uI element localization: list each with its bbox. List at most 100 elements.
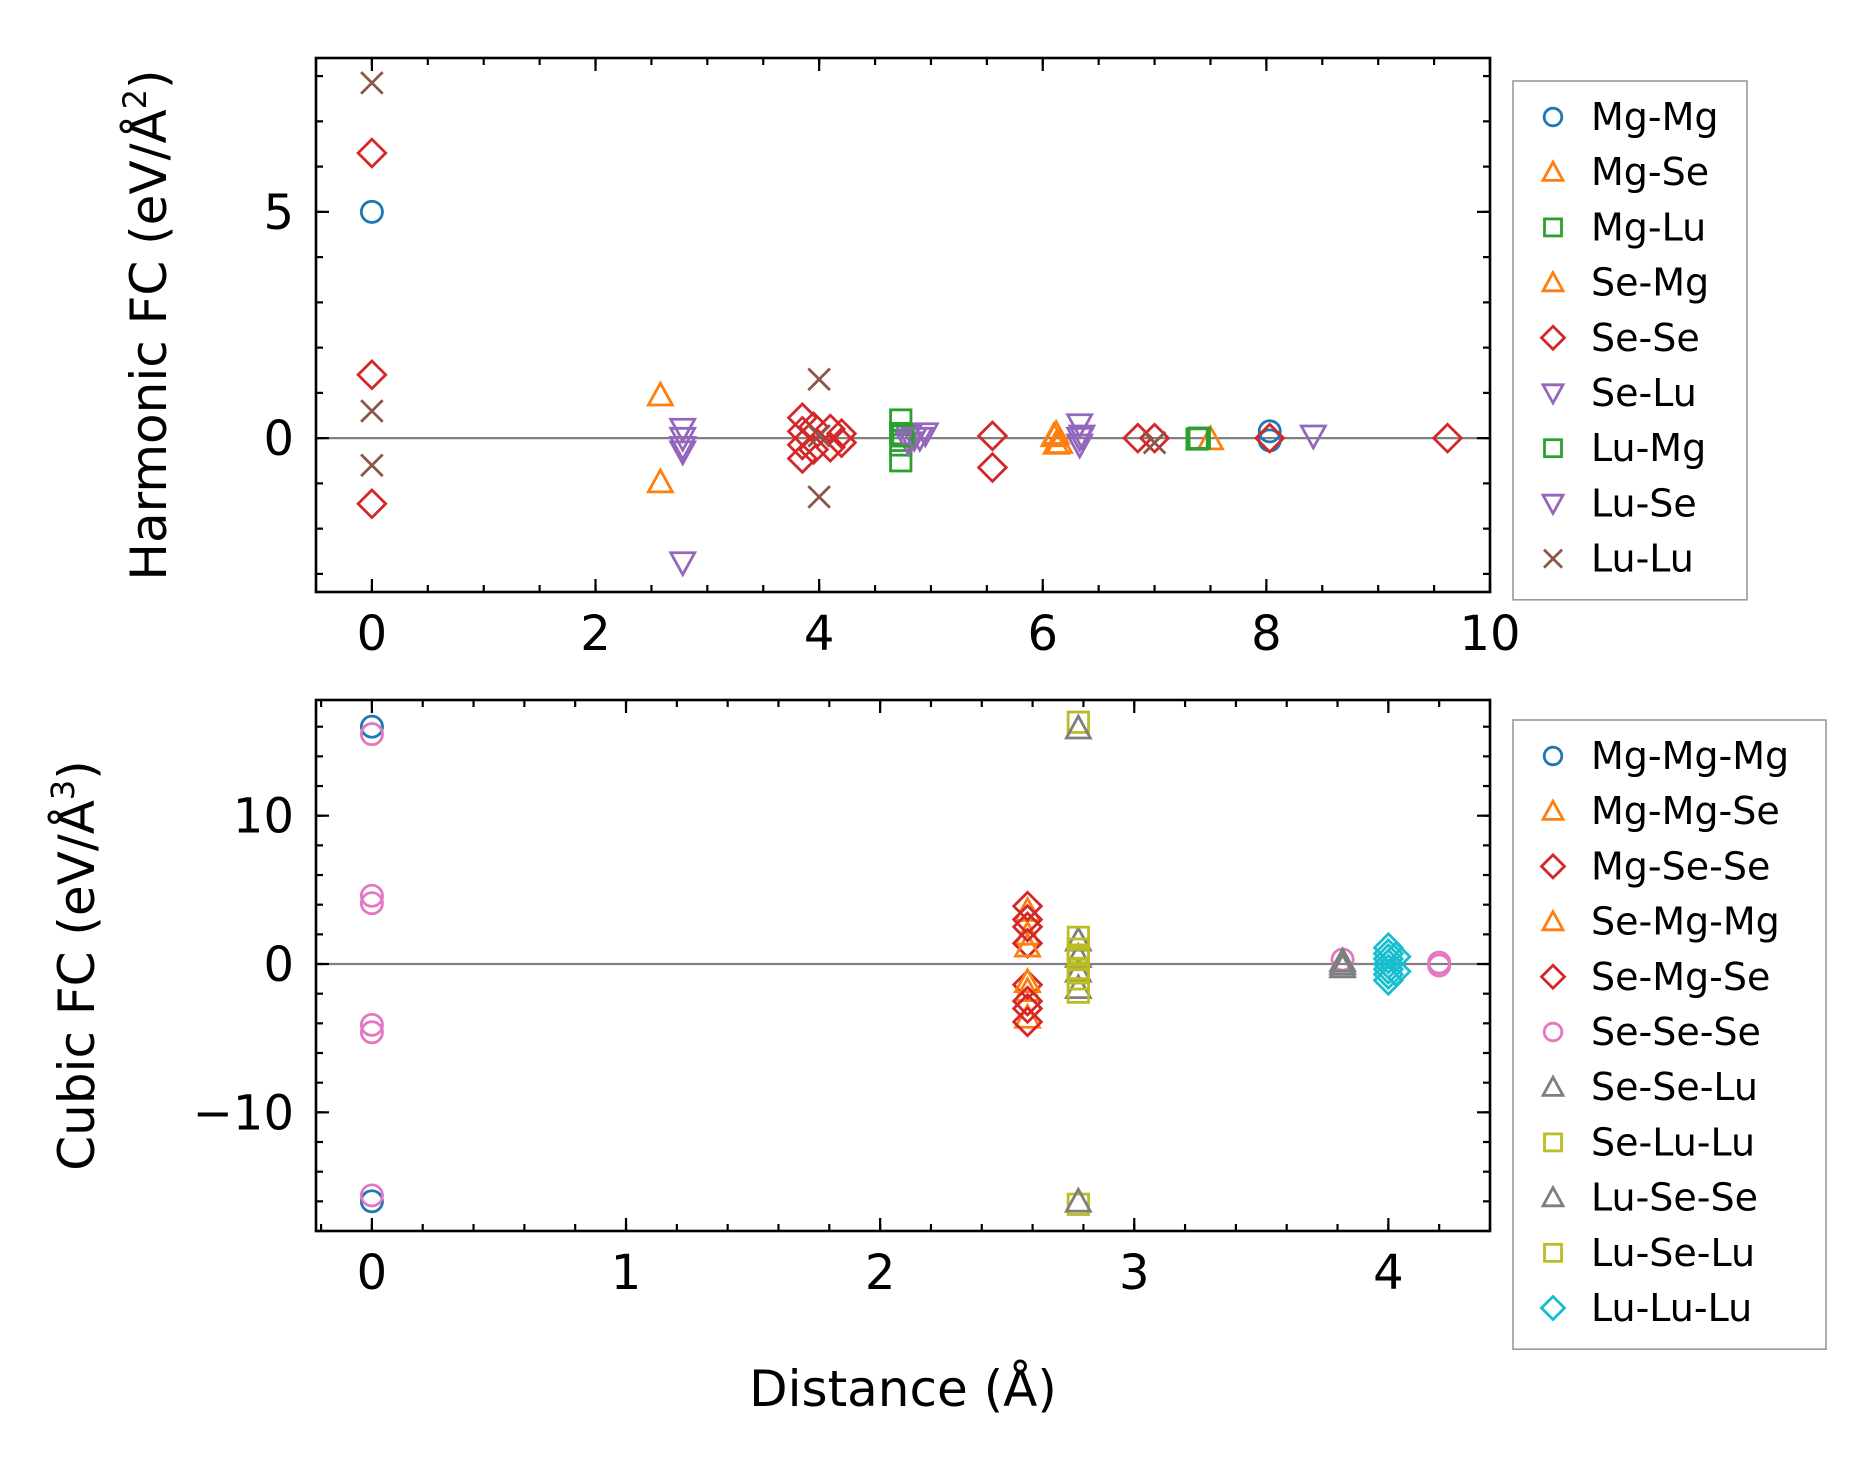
data-point — [1187, 426, 1211, 450]
y-axis-label-close: ) — [48, 760, 106, 780]
data-point — [360, 71, 384, 95]
x-axis-label: Distance (Å) — [749, 1360, 1057, 1418]
data-point — [1431, 422, 1464, 454]
legend-marker — [1540, 269, 1566, 293]
data-point — [807, 485, 831, 509]
legend-label: Lu-Se — [1591, 481, 1697, 525]
plot-frame — [314, 698, 1492, 1233]
data-point — [1013, 931, 1042, 958]
data-point — [1011, 969, 1044, 1001]
data-point — [1067, 424, 1097, 451]
legend-marker — [1542, 745, 1564, 767]
y-tick-label: 0 — [263, 411, 294, 467]
legend-marker — [1539, 963, 1567, 991]
legend-label: Lu-Se-Lu — [1591, 1231, 1755, 1275]
data-point — [910, 422, 940, 449]
legend-label: Lu-Lu-Lu — [1591, 1286, 1752, 1330]
legend-label: Se-Lu-Lu — [1591, 1120, 1755, 1164]
legend-box — [1512, 719, 1827, 1351]
legend-label: Se-Se — [1591, 316, 1700, 360]
series-lu-se-lu — [1066, 943, 1090, 985]
data-point — [825, 417, 858, 450]
data-point — [1427, 953, 1452, 978]
data-point — [1066, 925, 1090, 949]
legend-marker — [1540, 1074, 1566, 1097]
legend-marker — [1539, 852, 1567, 880]
y-axis-label-main: Cubic FC (eV/Å — [48, 800, 106, 1171]
x-tick-label: 2 — [865, 1245, 896, 1301]
data-point — [976, 451, 1009, 484]
legend-marker — [1543, 1242, 1563, 1263]
data-point — [359, 199, 384, 224]
data-point — [814, 413, 847, 445]
legend-marker — [1543, 1132, 1563, 1153]
series-mg-mg-mg — [359, 714, 384, 1214]
legend-label: Se-Se-Lu — [1591, 1065, 1758, 1109]
legend-label: Mg-Mg-Mg — [1591, 734, 1789, 778]
data-point — [1065, 433, 1095, 460]
series-se-mg-mg — [1013, 931, 1042, 994]
legend-marker — [1540, 798, 1566, 821]
data-point — [1257, 419, 1282, 444]
data-point — [359, 1020, 384, 1045]
data-points — [356, 71, 1464, 578]
legend-marker — [1540, 159, 1566, 182]
legend-marker — [1540, 908, 1566, 932]
legend-marker — [1540, 1184, 1566, 1208]
legend-marker — [1539, 1294, 1567, 1322]
x-tick-label: 6 — [1027, 606, 1058, 662]
legend-marker — [1543, 548, 1563, 569]
data-point — [1039, 420, 1069, 448]
data-point — [1066, 980, 1090, 1004]
data-point — [1063, 1186, 1093, 1213]
data-point — [1066, 1192, 1090, 1216]
data-point — [359, 722, 384, 747]
data-point — [359, 1189, 384, 1214]
data-point — [1066, 943, 1090, 967]
legend-label: Se-Mg-Se — [1591, 955, 1770, 999]
data-point — [1066, 710, 1090, 734]
plot-frame — [314, 56, 1492, 594]
y-tick-label: 10 — [233, 789, 294, 845]
bottom-legend: Mg-Mg-Mg Mg-Mg-Se Mg-Se-Se Se-Mg-Mg Se-Mg-Se… — [1512, 719, 1827, 1351]
data-point — [1063, 713, 1093, 740]
legend-label: Mg-Se-Se — [1591, 844, 1770, 888]
y-axis-label: Harmonic FC (eV/Å2) — [116, 69, 178, 580]
x-tick-label: 0 — [357, 606, 388, 662]
data-points — [359, 710, 1452, 1216]
x-tick-label: 4 — [1373, 1245, 1404, 1301]
y-tick-label: 5 — [263, 185, 294, 241]
data-point — [356, 487, 388, 520]
data-point — [1253, 422, 1286, 454]
y-axis-label-superscript: 3 — [44, 780, 82, 800]
data-point — [797, 433, 830, 466]
data-point — [1063, 972, 1093, 999]
data-point — [1011, 890, 1044, 922]
data-point — [1142, 430, 1167, 455]
legend-label: Mg-Mg-Se — [1591, 789, 1780, 833]
data-point — [360, 399, 384, 423]
x-tick-label: 10 — [1459, 606, 1520, 662]
data-point — [807, 424, 831, 448]
y-tick-label: 0 — [263, 937, 294, 993]
data-point — [1372, 964, 1405, 997]
data-point — [359, 891, 384, 916]
series-se-mg — [1039, 420, 1074, 454]
data-point — [646, 467, 675, 494]
y-axis-label-close: ) — [120, 69, 178, 89]
legend-label: Mg-Se — [1591, 150, 1709, 194]
data-point — [356, 358, 388, 391]
series-lu-se-se — [1063, 713, 1357, 1213]
legend-marker — [1542, 106, 1564, 128]
data-point — [1328, 952, 1357, 979]
series-se-se-se — [359, 722, 1452, 1208]
top-legend: Mg-Mg Mg-Se Mg-Lu Se-Mg Se-Se Se-Lu Lu-Mg Lu-Se… — [1512, 80, 1748, 601]
x-tick-label: 0 — [357, 1245, 388, 1301]
data-point — [899, 426, 929, 454]
y-tick-label: −10 — [193, 1085, 294, 1141]
data-point — [976, 420, 1009, 452]
y-axis-label: Cubic FC (eV/Å3) — [44, 760, 106, 1171]
x-tick-label: 3 — [1119, 1245, 1150, 1301]
legend-label: Lu-Lu — [1591, 537, 1694, 581]
